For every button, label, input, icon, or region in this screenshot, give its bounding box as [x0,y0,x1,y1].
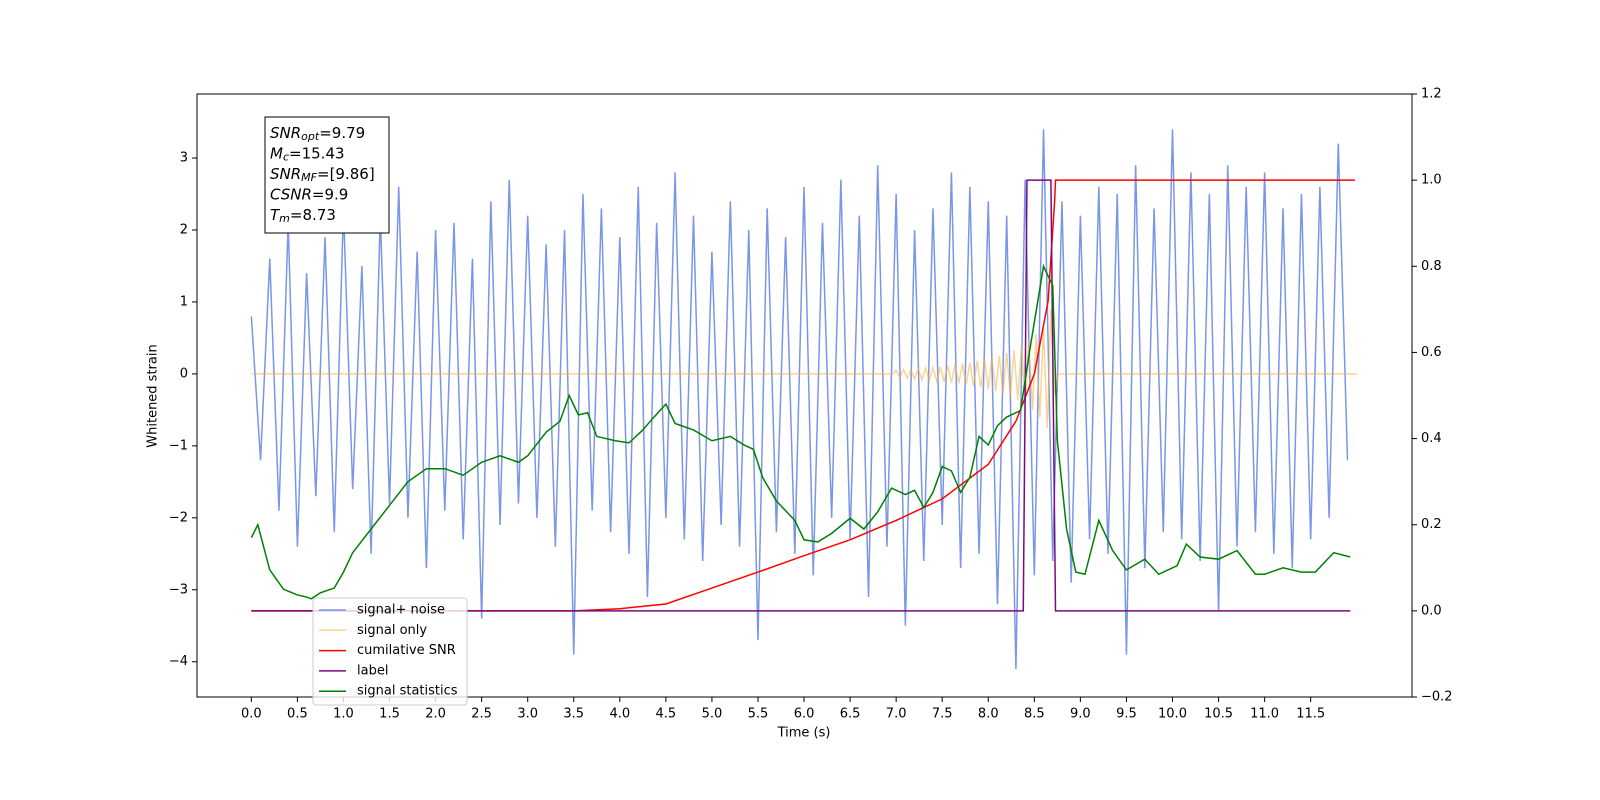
y-tick-label: 3 [180,151,188,166]
y-tick-label: 2 [180,222,188,237]
x-tick-label: 1.5 [379,707,400,722]
stats-value: =8.73 [290,206,336,224]
x-tick-label: 3.5 [563,707,584,722]
x-tick-label: 9.5 [1116,707,1137,722]
stats-value: =[9.86] [317,165,375,183]
y-tick-label: −1 [169,438,188,453]
stats-line: CSNR=9.9 [270,185,348,203]
stats-value: =9.9 [312,185,348,203]
x-tick-label: 10.5 [1204,707,1233,722]
series-line [250,129,1349,669]
legend: signal+ noise signal only cumilative SNR la… [312,597,468,706]
stats-subscript: c [283,151,289,164]
x-tick-label: 6.0 [794,707,815,722]
legend-label: signal+ noise [357,603,445,618]
y2-tick-label: 0.4 [1421,431,1442,446]
y2-tick-label: 0.8 [1421,259,1442,274]
stats-line: Tm=8.73 [270,206,336,226]
x-tick-label: 8.0 [978,707,999,722]
x-tick-label: 4.5 [656,707,677,722]
legend-label: signal statistics [357,684,458,699]
stats-value: =15.43 [289,144,345,162]
stats-subscript: MF [301,171,317,184]
series-line [250,263,1351,600]
series-line [251,179,1355,612]
stats-symbol: T [270,206,281,224]
x-tick-label: 6.5 [840,707,861,722]
x-tick-label: 9.0 [1070,707,1091,722]
stats-box: SNRopt=9.79Mc=15.43SNRMF=[9.86]CSNR=9.9T… [264,116,390,234]
y2-tick-label: 0.0 [1421,603,1442,618]
stats-symbol: CSNR [270,185,312,203]
stats-subscript: m [279,212,290,225]
stats-value: =9.79 [319,124,365,142]
x-tick-label: 5.0 [702,707,723,722]
y2-tick-label: 1.0 [1421,173,1442,188]
y-tick-label: −2 [169,510,188,525]
y2-tick-label: 1.2 [1421,87,1442,102]
x-tick-label: 0.5 [287,707,308,722]
x-tick-label: 5.5 [748,707,769,722]
y-tick-label: 0 [180,366,188,381]
stats-line: SNRMF=[9.86] [270,165,375,185]
x-tick-label: 7.0 [886,707,907,722]
series-line [251,309,1357,428]
x-tick-label: 3.0 [517,707,538,722]
stats-line: Mc=15.43 [270,144,345,164]
x-axis-label: Time (s) [777,726,831,741]
legend-label: cumilative SNR [357,643,456,658]
x-tick-label: 2.0 [425,707,446,722]
series-line [251,179,1351,612]
y2-tick-label: −0.2 [1421,690,1453,705]
y-axis-label: Whitened strain [146,344,161,447]
stats-subscript: opt [301,130,320,143]
stats-symbol: SNR [270,124,301,142]
x-tick-label: 4.0 [609,707,630,722]
legend-label: signal only [357,623,427,638]
data-layer [250,129,1357,669]
legend-label: label [357,663,388,678]
legend-frame [312,597,468,706]
stats-line: SNRopt=9.79 [270,124,365,144]
x-tick-label: 1.0 [333,707,354,722]
x-tick-label: 7.5 [932,707,953,722]
x-tick-label: 11.5 [1296,707,1325,722]
x-tick-label: 0.0 [241,707,262,722]
x-tick-label: 11.0 [1250,707,1279,722]
stats-box-frame [264,116,390,234]
y-tick-label: −3 [169,582,188,597]
stats-symbol: SNR [270,165,301,183]
y2-tick-label: 0.2 [1421,517,1442,532]
x-tick-label: 2.5 [471,707,492,722]
stats-symbol: M [270,144,283,162]
x-tick-label: 8.5 [1024,707,1045,722]
y-tick-label: 1 [180,294,188,309]
y-tick-label: −4 [169,654,188,669]
y2-tick-label: 0.6 [1421,345,1442,360]
x-tick-label: 10.0 [1158,707,1187,722]
